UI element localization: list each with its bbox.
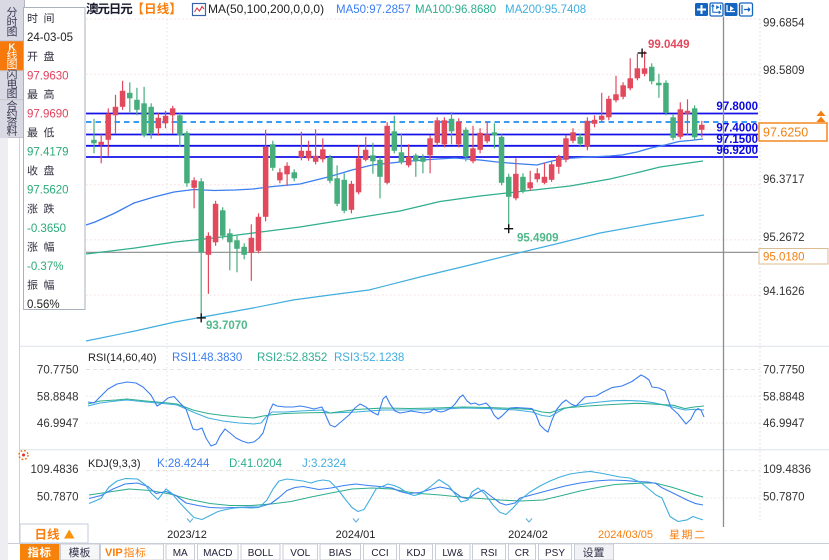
- svg-text:99.0449: 99.0449: [648, 39, 690, 51]
- svg-text:PSY: PSY: [545, 548, 565, 559]
- svg-text:98.5809: 98.5809: [763, 65, 805, 77]
- svg-text:70.7750: 70.7750: [37, 365, 79, 377]
- svg-text:58.8848: 58.8848: [763, 391, 805, 403]
- svg-text:CCI: CCI: [371, 548, 388, 559]
- svg-text:24-03-05: 24-03-05: [27, 32, 73, 44]
- svg-text:94.1626: 94.1626: [763, 286, 805, 298]
- svg-text:109.4836: 109.4836: [31, 464, 79, 476]
- svg-text:97.9690: 97.9690: [27, 108, 69, 120]
- svg-text:95.2672: 95.2672: [763, 232, 805, 244]
- svg-text:RSI: RSI: [481, 548, 498, 559]
- svg-text:MA(50,100,200,0,0,0): MA(50,100,200,0,0,0): [208, 2, 324, 16]
- svg-text:RSI3:52.1238: RSI3:52.1238: [334, 352, 404, 364]
- svg-text:RSI(14,60,40): RSI(14,60,40): [88, 352, 156, 364]
- svg-text:97.4000: 97.4000: [716, 123, 758, 135]
- svg-text:-0.37%: -0.37%: [27, 261, 63, 273]
- svg-text:BOLL: BOLL: [248, 548, 274, 559]
- svg-text:95.4909: 95.4909: [517, 233, 559, 245]
- svg-text:70.7750: 70.7750: [763, 365, 805, 377]
- svg-text:97.1500: 97.1500: [716, 134, 758, 146]
- svg-text:CR: CR: [515, 548, 529, 559]
- svg-text:RSI1:48.3830: RSI1:48.3830: [172, 352, 242, 364]
- svg-text:D:41.0204: D:41.0204: [229, 458, 283, 470]
- svg-text:2024/02: 2024/02: [508, 529, 548, 541]
- svg-text:K: K: [9, 42, 16, 53]
- svg-text:J:3.2324: J:3.2324: [302, 458, 347, 470]
- svg-text:50.7870: 50.7870: [763, 492, 805, 504]
- svg-text:2023/12: 2023/12: [167, 529, 207, 541]
- svg-text:96.3717: 96.3717: [763, 174, 805, 186]
- svg-text:MA: MA: [173, 548, 188, 559]
- svg-text:97.5620: 97.5620: [27, 185, 69, 197]
- svg-text:MA200:95.7408: MA200:95.7408: [505, 4, 586, 16]
- svg-text:46.9947: 46.9947: [763, 418, 805, 430]
- svg-text:VIP: VIP: [105, 547, 123, 559]
- svg-text:LW&: LW&: [442, 548, 463, 559]
- svg-text:96.9200: 96.9200: [716, 145, 758, 157]
- svg-text:99.6854: 99.6854: [763, 18, 805, 30]
- svg-text:2024/03/05: 2024/03/05: [598, 529, 653, 541]
- svg-text:93.7070: 93.7070: [206, 320, 248, 332]
- svg-text:-0.3650: -0.3650: [27, 223, 66, 235]
- svg-text:95.0180: 95.0180: [763, 252, 805, 264]
- svg-text:109.4836: 109.4836: [763, 464, 811, 476]
- svg-text:MACD: MACD: [203, 548, 232, 559]
- svg-text:2024/01: 2024/01: [336, 529, 376, 541]
- svg-text:58.8848: 58.8848: [37, 391, 79, 403]
- svg-text:BIAS: BIAS: [329, 548, 352, 559]
- svg-text:VOL: VOL: [290, 548, 310, 559]
- svg-text:MA100:96.8680: MA100:96.8680: [415, 4, 496, 16]
- svg-text:KDJ: KDJ: [407, 548, 426, 559]
- svg-text:97.8000: 97.8000: [716, 101, 758, 113]
- svg-text:0.56%: 0.56%: [27, 299, 60, 311]
- svg-text:97.6250: 97.6250: [763, 126, 808, 140]
- svg-text:97.9630: 97.9630: [27, 70, 69, 82]
- svg-text:97.4179: 97.4179: [27, 147, 69, 159]
- svg-text:46.9947: 46.9947: [37, 418, 79, 430]
- svg-text:MA50:97.2857: MA50:97.2857: [336, 4, 411, 16]
- svg-text:K:28.4244: K:28.4244: [157, 458, 210, 470]
- svg-text:KDJ(9,3,3): KDJ(9,3,3): [88, 458, 141, 470]
- svg-text:50.7870: 50.7870: [37, 492, 79, 504]
- svg-text:RSI2:52.8352: RSI2:52.8352: [257, 352, 327, 364]
